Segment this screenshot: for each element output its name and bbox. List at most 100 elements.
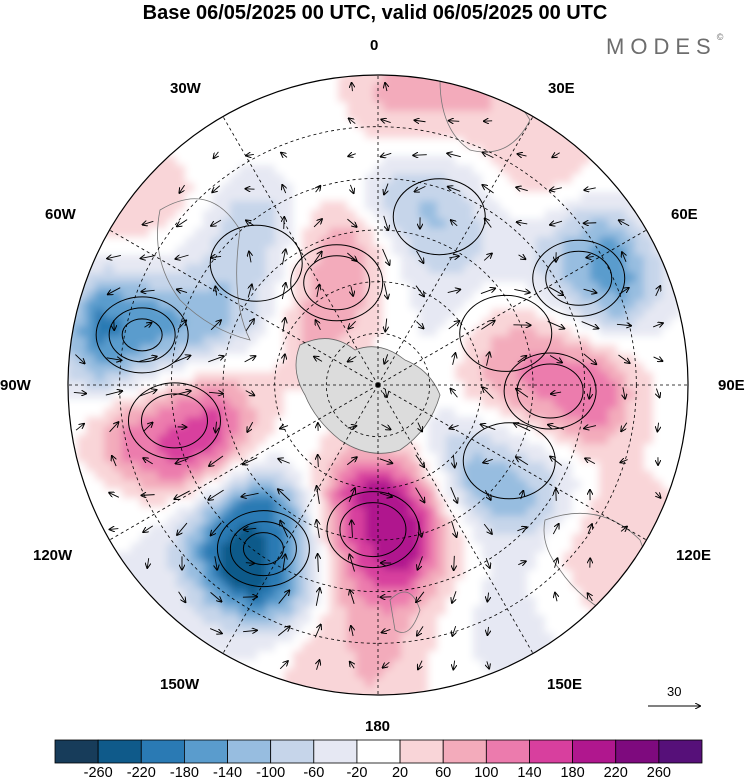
field-cell xyxy=(140,480,150,490)
field-cell xyxy=(599,84,609,94)
field-cell xyxy=(446,615,456,625)
field-cell xyxy=(311,228,321,238)
field-cell xyxy=(662,588,672,598)
field-cell xyxy=(536,264,546,274)
field-cell xyxy=(626,669,636,679)
field-cell xyxy=(122,633,132,643)
field-cell xyxy=(536,165,546,175)
field-cell xyxy=(167,129,177,139)
field-cell xyxy=(644,354,654,364)
field-cell xyxy=(662,507,672,517)
field-cell xyxy=(626,147,636,157)
field-cell xyxy=(194,345,204,355)
field-cell xyxy=(230,93,240,103)
field-cell xyxy=(482,543,492,553)
field-cell xyxy=(653,498,663,508)
field-cell xyxy=(239,102,249,112)
field-cell xyxy=(437,327,447,337)
field-cell xyxy=(419,345,429,355)
field-cell xyxy=(122,336,132,346)
field-cell xyxy=(230,156,240,166)
field-cell xyxy=(464,480,474,490)
field-cell xyxy=(347,444,357,454)
field-cell xyxy=(473,399,483,409)
field-cell xyxy=(131,192,141,202)
field-cell xyxy=(653,156,663,166)
field-cell xyxy=(545,264,555,274)
field-cell xyxy=(635,687,645,695)
field-cell xyxy=(86,615,96,625)
field-cell xyxy=(356,138,366,148)
field-cell xyxy=(239,165,249,175)
field-cell xyxy=(455,660,465,670)
field-cell xyxy=(392,678,402,688)
field-cell xyxy=(392,507,402,517)
field-cell xyxy=(221,228,231,238)
field-cell xyxy=(77,570,87,580)
field-cell xyxy=(491,147,501,157)
field-cell xyxy=(617,687,627,695)
field-cell xyxy=(239,75,249,85)
field-cell xyxy=(563,552,573,562)
field-cell xyxy=(374,579,384,589)
field-cell xyxy=(347,309,357,319)
field-cell xyxy=(104,633,114,643)
field-cell xyxy=(383,606,393,616)
field-cell xyxy=(221,255,231,265)
field-cell xyxy=(428,588,438,598)
field-cell xyxy=(266,624,276,634)
field-cell xyxy=(68,687,69,695)
field-cell xyxy=(563,561,573,571)
field-cell xyxy=(500,687,510,695)
field-cell xyxy=(392,660,402,670)
field-cell xyxy=(149,273,159,283)
field-cell xyxy=(626,363,636,373)
field-cell xyxy=(68,129,78,139)
field-cell xyxy=(86,471,96,481)
field-cell xyxy=(653,597,663,607)
field-cell xyxy=(293,120,303,130)
field-cell xyxy=(266,111,276,121)
field-cell xyxy=(689,417,699,427)
field-cell xyxy=(329,156,339,166)
field-cell xyxy=(176,543,186,553)
field-cell xyxy=(266,264,276,274)
field-cell xyxy=(158,471,168,481)
field-cell xyxy=(635,111,645,121)
field-cell xyxy=(131,237,141,247)
field-cell xyxy=(536,624,546,634)
field-cell xyxy=(140,390,150,400)
field-cell xyxy=(203,588,213,598)
field-cell xyxy=(428,237,438,247)
field-cell xyxy=(149,696,159,706)
field-cell xyxy=(356,507,366,517)
field-cell xyxy=(590,597,600,607)
field-cell xyxy=(671,147,681,157)
field-cell xyxy=(581,138,591,148)
field-cell xyxy=(608,219,618,229)
field-cell xyxy=(662,300,672,310)
field-cell xyxy=(491,309,501,319)
field-cell xyxy=(527,561,537,571)
field-cell xyxy=(329,210,339,220)
field-cell xyxy=(122,372,132,382)
field-cell xyxy=(203,327,213,337)
field-cell xyxy=(446,651,456,661)
field-cell xyxy=(599,174,609,184)
field-cell xyxy=(455,471,465,481)
field-cell xyxy=(365,552,375,562)
field-cell xyxy=(644,480,654,490)
field-cell xyxy=(113,480,123,490)
field-cell xyxy=(329,237,339,247)
field-cell xyxy=(608,75,618,85)
field-cell xyxy=(140,570,150,580)
field-cell xyxy=(455,156,465,166)
field-cell xyxy=(77,678,87,688)
field-cell xyxy=(356,273,366,283)
field-cell xyxy=(482,588,492,598)
field-cell xyxy=(626,471,636,481)
field-cell xyxy=(689,93,699,103)
field-cell xyxy=(653,408,663,418)
field-cell xyxy=(536,390,546,400)
field-cell xyxy=(194,201,204,211)
